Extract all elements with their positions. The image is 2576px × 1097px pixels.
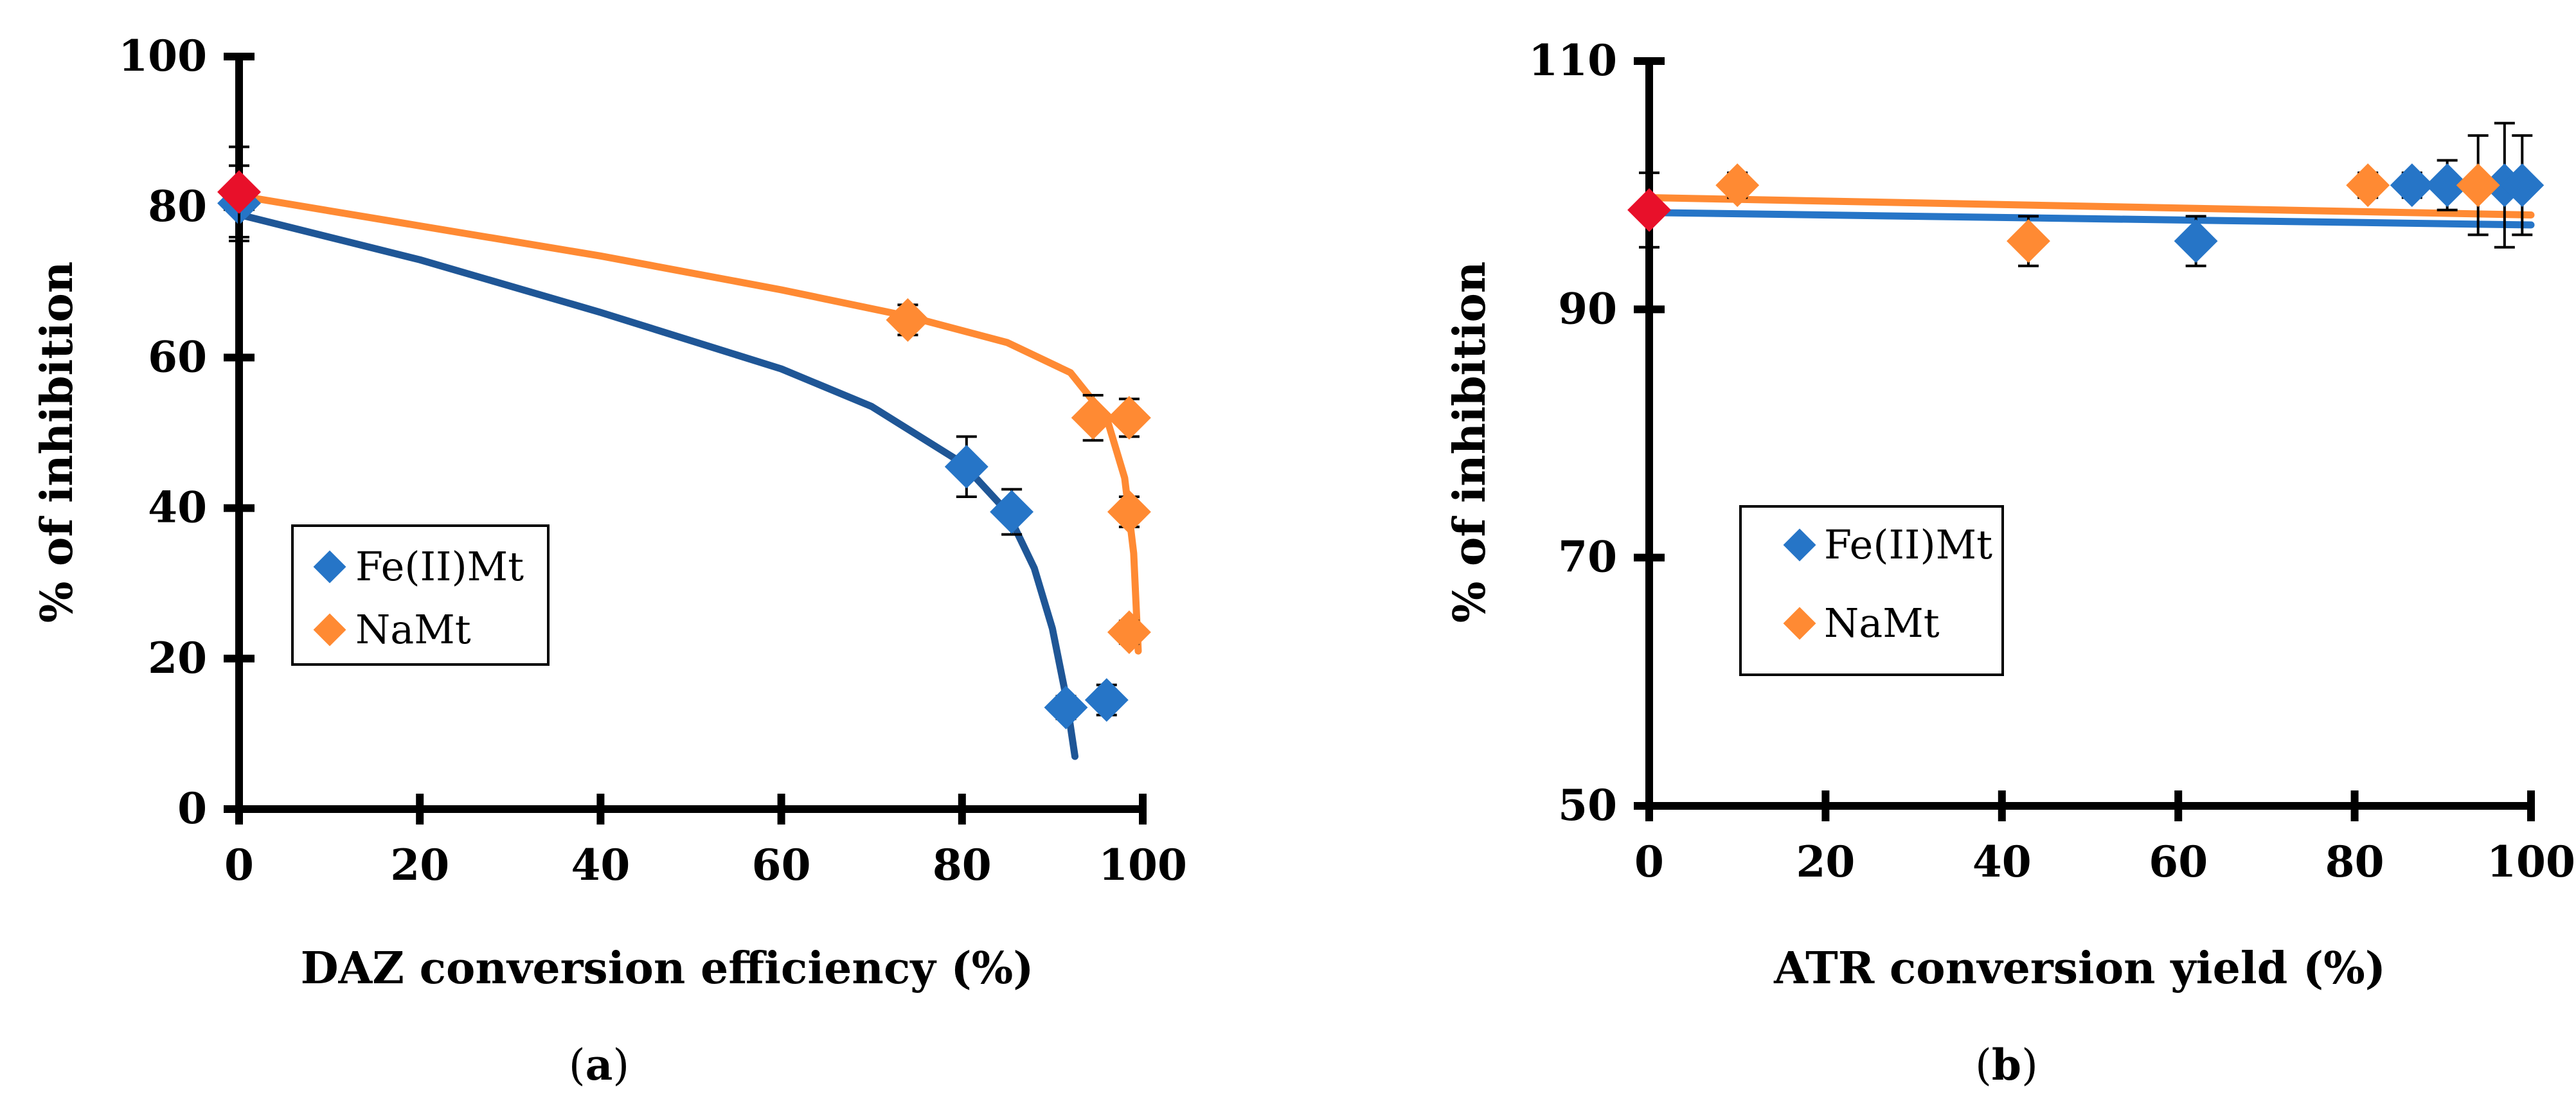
panel-b-trendlines	[1645, 194, 2535, 229]
panel-b-legend-box	[1739, 505, 2004, 676]
panel-b-x-tick-label-0: 0	[1634, 837, 1664, 887]
panel-b-point-na-3-marker	[2456, 163, 2500, 208]
panel-b-point-fe-2	[2425, 159, 2469, 211]
panel-a-x-tick-label-20: 20	[390, 840, 449, 890]
panel-b-point-fe-0-marker	[2174, 219, 2218, 263]
panel-a-y-axis-title: % of inhibition	[31, 262, 83, 623]
panel-b-point-na-3	[2456, 134, 2500, 236]
panel-a-legend-marker-na	[313, 613, 346, 647]
panel-a-legend-label-fe: Fe(II)Mt	[355, 543, 524, 590]
panel-a-point-fe-3	[1044, 685, 1088, 729]
panel-b-y-axis-title: % of inhibition	[1444, 262, 1496, 623]
panel-a-control-point-marker	[217, 170, 261, 214]
panel-a-legend-marker-fe	[313, 550, 346, 584]
panel-a-point-na-3	[1107, 490, 1151, 534]
panel-b-y-tick-label-50: 50	[1558, 780, 1617, 830]
panel-b-trendline-fe	[1645, 209, 2535, 229]
panel-a-y-tick-label-80: 80	[148, 181, 207, 231]
panel-a-label: (a)	[569, 1040, 629, 1090]
panel-a-point-na-4	[1107, 610, 1151, 654]
chart-panel-a: 0 20 40 60 80 100 0 20 40 60 80 100 DAZ conversion …	[31, 31, 1187, 1090]
panel-b-point-fe-2-marker	[2425, 163, 2469, 208]
panel-b-point-fe-1	[2390, 163, 2434, 208]
panel-b-letter: b	[1992, 1040, 2021, 1090]
panel-a-y-tick-label-60: 60	[148, 332, 207, 382]
panel-b-x-axis-title: ATR conversion yield (%)	[1773, 943, 2386, 994]
panel-b-point-fe-4	[2500, 134, 2545, 236]
panel-a-x-tick-label-80: 80	[933, 840, 992, 890]
panel-a-point-fe-4	[1084, 678, 1129, 722]
panel-b-point-na-0	[1715, 163, 1760, 208]
panel-b-tick-labels: 0 20 40 60 80 100 50 70 90 110	[1528, 35, 2575, 887]
panel-a-point-na-0-marker	[886, 298, 930, 342]
panel-a-x-tick-label-40: 40	[571, 840, 630, 890]
panel-b-legend-label-fe: Fe(II)Mt	[1824, 521, 1992, 568]
panel-b-x-tick-label-80: 80	[2325, 837, 2384, 887]
panel-b-point-fe-0	[2174, 215, 2218, 267]
panel-b-y-tick-label-70: 70	[1558, 532, 1617, 582]
panel-b-control-point-marker	[1627, 188, 1671, 232]
chart-panel-b: 0 20 40 60 80 100 50 70 90 110 ATR conversion yie…	[1444, 35, 2575, 1090]
panel-b-point-fe-4-marker	[2500, 163, 2545, 208]
panel-a-trendlines	[235, 192, 1142, 760]
panel-a-y-tick-label-20: 20	[148, 633, 207, 683]
panel-a-x-tick-label-0: 0	[224, 840, 254, 890]
panel-b-data-points	[1627, 121, 2545, 267]
panel-b-point-na-2	[2346, 163, 2390, 208]
panel-a-point-na-3-marker	[1107, 490, 1151, 534]
panel-a-point-fe-3-marker	[1044, 685, 1088, 729]
panel-b-label: (b)	[1975, 1040, 2038, 1090]
panel-a-legend-label-na: NaMt	[355, 606, 471, 653]
panel-a-point-na-0	[886, 298, 930, 342]
panel-b-point-na-1-marker	[2007, 219, 2050, 263]
panel-a-control-point	[217, 145, 261, 239]
panel-b-point-na-2-marker	[2346, 163, 2390, 208]
panel-b-point-fe-1-marker	[2390, 163, 2434, 208]
panel-b-legend: Fe(II)Mt NaMt	[1739, 505, 2004, 676]
panel-a-x-tick-label-100: 100	[1098, 840, 1187, 890]
panel-b-y-tick-label-110: 110	[1528, 35, 1617, 85]
panel-b-trendline-na	[1645, 194, 2535, 219]
panel-b-x-tick-label-60: 60	[2149, 837, 2208, 887]
panel-a-y-tick-label-0: 0	[177, 783, 207, 834]
panel-b-control-point	[1627, 171, 1671, 249]
panel-a-trendline-fe	[235, 211, 1078, 760]
panel-b-x-tick-label-100: 100	[2487, 837, 2575, 887]
panel-a-x-tick-label-60: 60	[752, 840, 811, 890]
panel-a-point-na-4-marker	[1107, 610, 1151, 654]
panel-a-letter: a	[586, 1040, 613, 1090]
panel-a-axes	[224, 53, 1147, 825]
panel-a-tick-labels: 0 20 40 60 80 100 0 20 40 60 80 100	[118, 31, 1187, 890]
panel-a-point-fe-4-marker	[1084, 678, 1129, 722]
panel-b-x-tick-label-20: 20	[1796, 837, 1855, 887]
panel-b-point-na-0-marker	[1715, 163, 1760, 208]
panel-a-y-tick-label-100: 100	[118, 31, 207, 81]
panel-b-y-tick-label-90: 90	[1558, 283, 1617, 334]
panel-b-x-tick-label-40: 40	[1972, 837, 2032, 887]
panel-b-point-na-1	[2007, 215, 2050, 267]
panel-a-legend: Fe(II)Mt NaMt	[291, 524, 550, 666]
panel-b-legend-label-na: NaMt	[1824, 600, 1940, 647]
panel-a-y-tick-label-40: 40	[148, 483, 207, 533]
panel-a-x-axis-title: DAZ conversion efficiency (%)	[301, 943, 1034, 994]
panel-a-legend-box	[291, 524, 550, 666]
panel-b-axes	[1634, 57, 2535, 821]
